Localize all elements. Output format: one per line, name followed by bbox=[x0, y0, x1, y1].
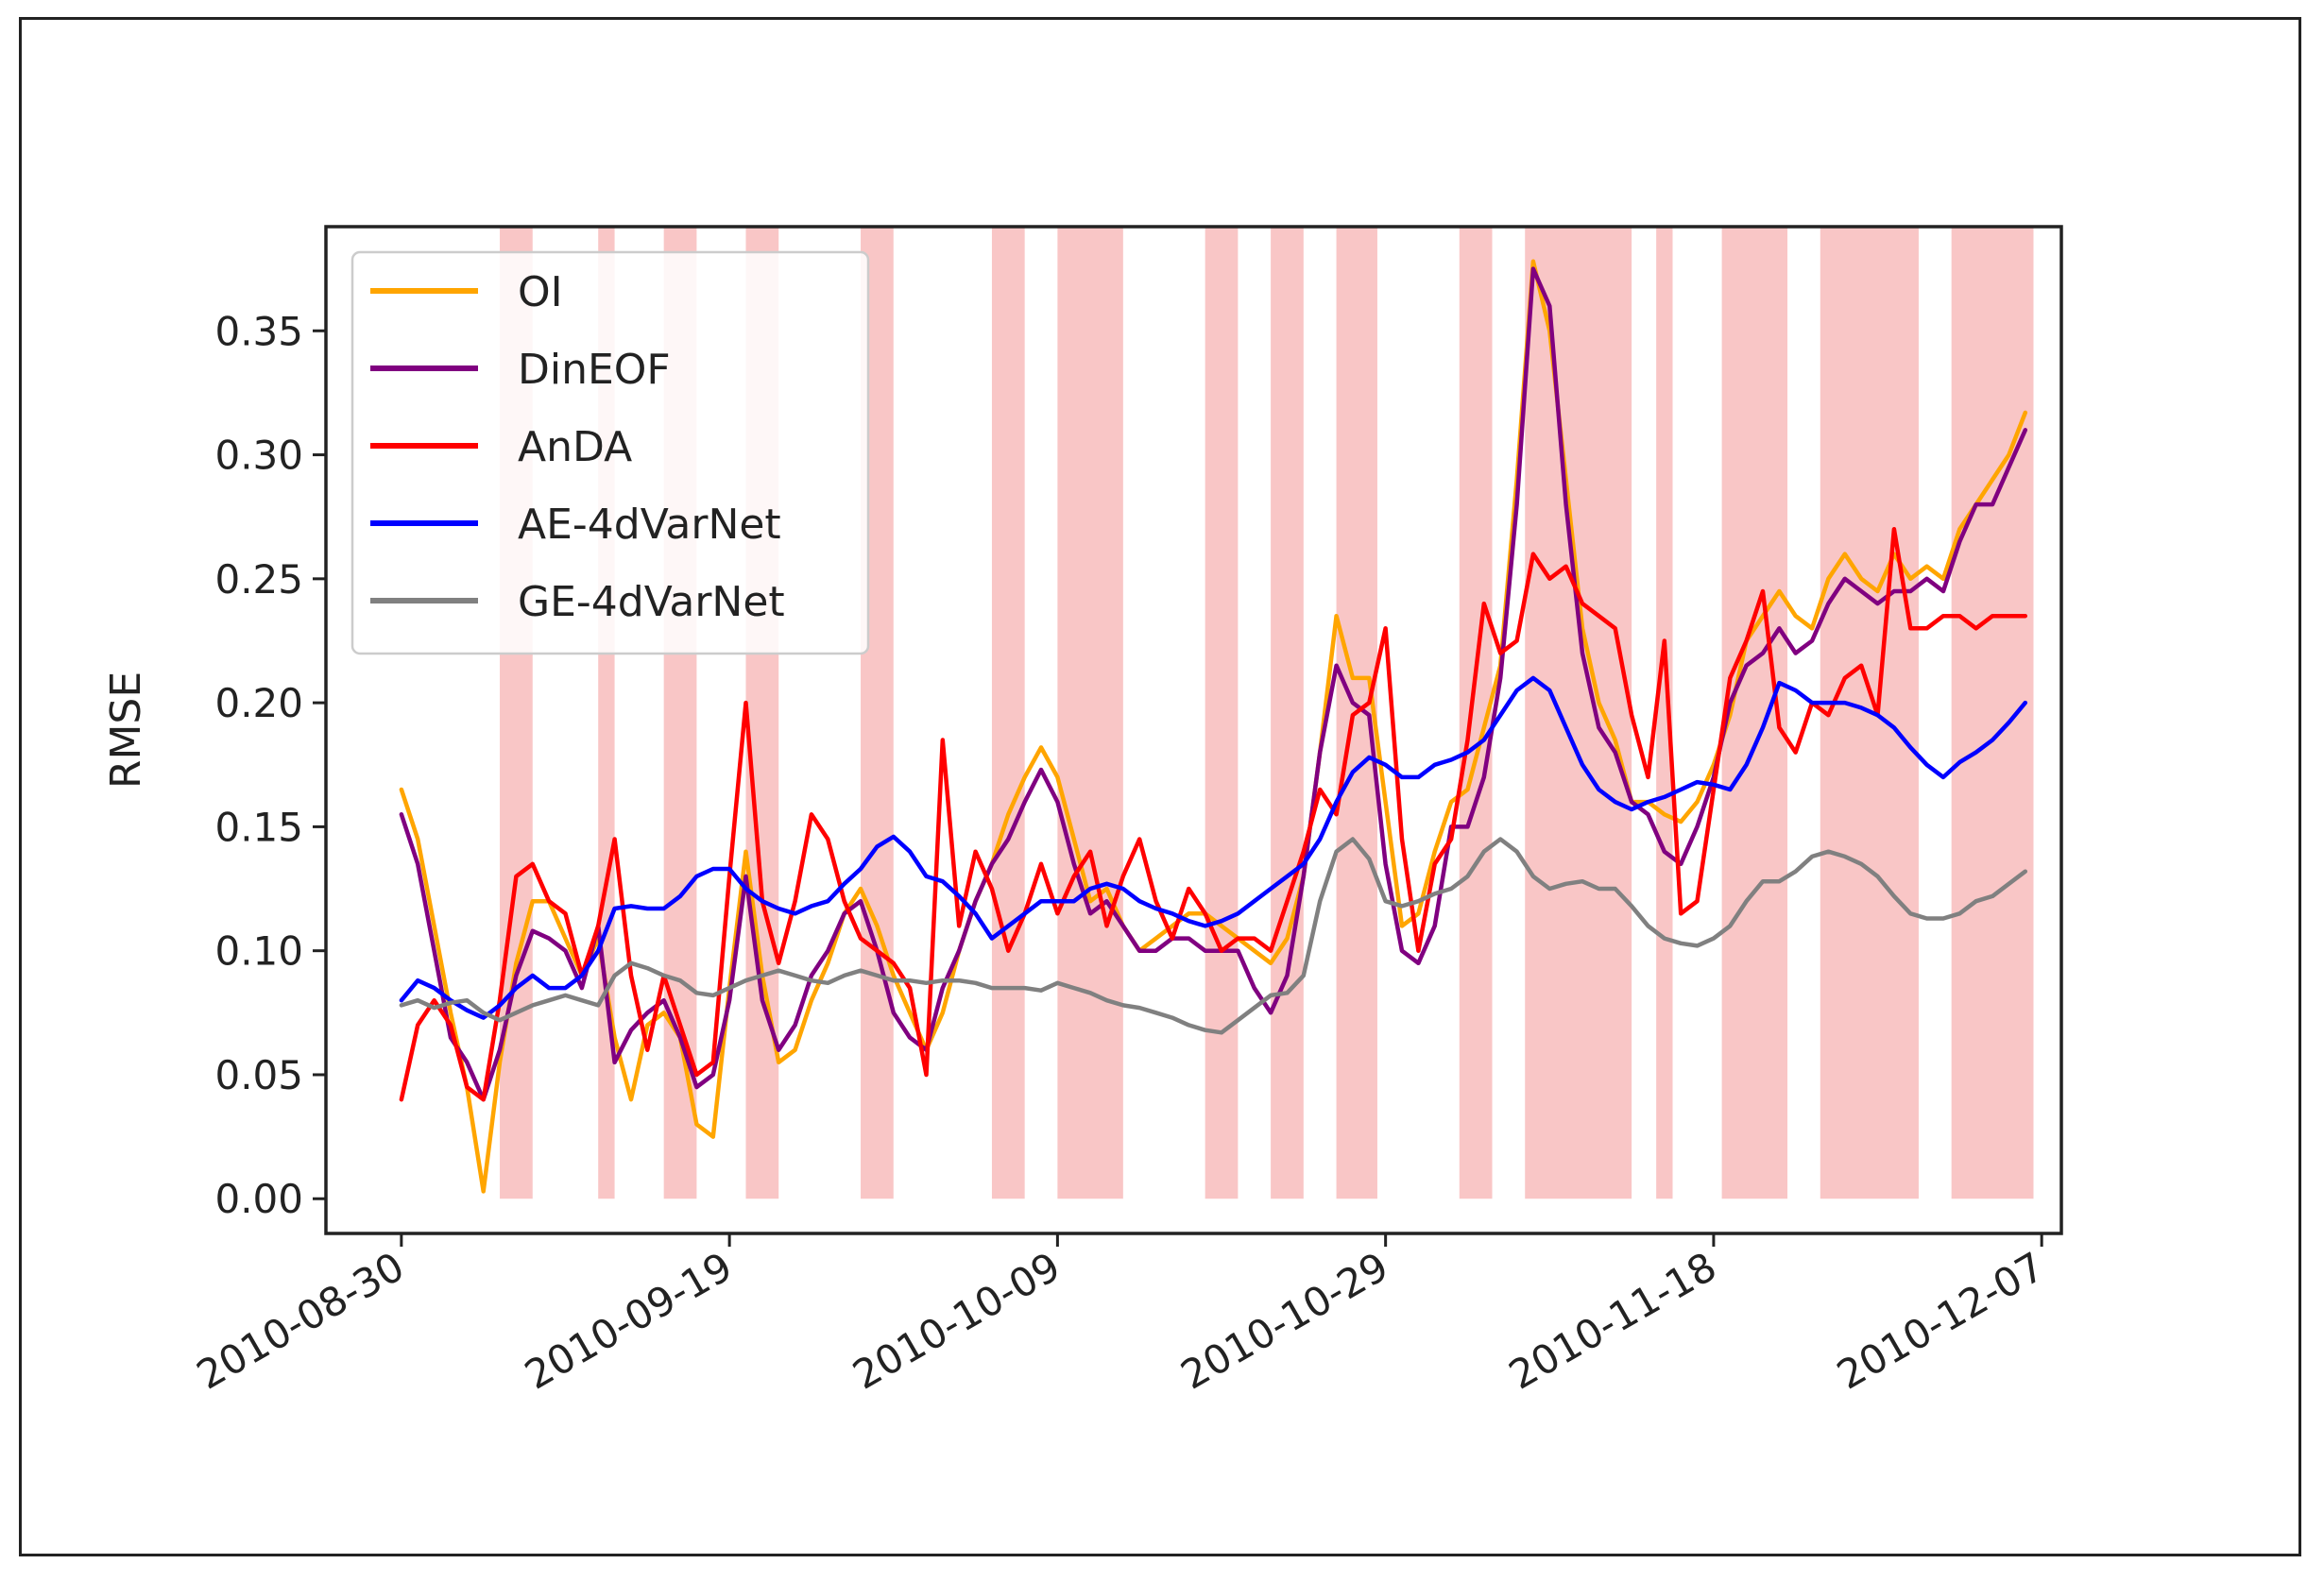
x-tick-label: 2010-11-18 bbox=[1501, 1243, 1724, 1398]
y-tick-label: 0.30 bbox=[214, 433, 303, 479]
x-tick-label: 2010-10-29 bbox=[1173, 1243, 1396, 1398]
series-line-oi bbox=[399, 259, 2028, 1194]
y-tick-label: 0.00 bbox=[214, 1176, 303, 1222]
series-line-anda bbox=[399, 527, 2028, 1102]
shaded-band-8 bbox=[1271, 227, 1304, 1199]
x-tick-label: 2010-10-09 bbox=[845, 1243, 1068, 1398]
x-tick-label: 2010-08-30 bbox=[189, 1243, 412, 1398]
shaded-band-6 bbox=[1057, 227, 1123, 1199]
y-tick-label: 0.10 bbox=[214, 928, 303, 975]
figure-frame bbox=[19, 17, 2301, 1556]
y-tick-label: 0.20 bbox=[214, 680, 303, 726]
legend-label-oi: OI bbox=[518, 268, 563, 316]
y-axis: 0.00 0.05 0.10 0.15 0.20 0.25 0.30 0.35 bbox=[214, 308, 326, 1222]
shaded-band-15 bbox=[1951, 227, 2034, 1199]
y-tick-label: 0.35 bbox=[214, 308, 303, 354]
series-line-ae-4dvarnet bbox=[399, 675, 2028, 1020]
x-tick-label: 2010-12-07 bbox=[1829, 1243, 2052, 1398]
y-tick-label: 0.25 bbox=[214, 556, 303, 603]
series-line-dineof bbox=[399, 266, 2028, 1102]
shaded-band-11 bbox=[1525, 227, 1632, 1199]
x-axis: 2010-08-30 2010-09-19 2010-10-09 2010-10-29… bbox=[189, 1233, 2052, 1399]
legend: OI DinEOF AnDA AE-4dVarNet GE-4dVarNet bbox=[350, 250, 870, 655]
shaded-band-5 bbox=[991, 227, 1025, 1199]
legend-label-dineof: DinEOF bbox=[518, 346, 671, 394]
plot-area-border bbox=[324, 225, 2063, 1235]
shaded-band-12 bbox=[1656, 227, 1673, 1199]
shaded-band-7 bbox=[1205, 227, 1239, 1199]
legend-box bbox=[350, 250, 870, 655]
y-axis-label: RMSE bbox=[102, 672, 150, 789]
x-tick-label: 2010-09-19 bbox=[517, 1243, 740, 1398]
legend-label-ae-4dvarnet: AE-4dVarNet bbox=[518, 501, 781, 549]
series-line-ge-4dvarnet bbox=[399, 837, 2028, 1035]
legend-label-anda: AnDA bbox=[518, 423, 632, 471]
legend-label-ge-4dvarnet: GE-4dVarNet bbox=[518, 578, 785, 626]
y-tick-label: 0.15 bbox=[214, 804, 303, 850]
y-tick-label: 0.05 bbox=[214, 1052, 303, 1098]
series-lines bbox=[399, 259, 2028, 1194]
